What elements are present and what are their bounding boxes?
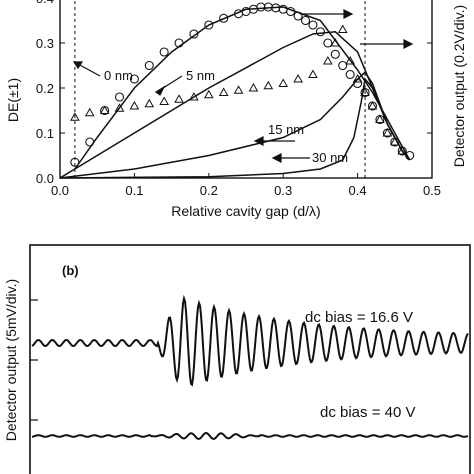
y-axis-title-left: DE(±1) bbox=[5, 78, 21, 122]
circle-point bbox=[338, 60, 348, 71]
label-0nm: 0 nm bbox=[104, 68, 133, 83]
circle-point bbox=[129, 74, 139, 84]
circle-point bbox=[70, 157, 80, 167]
y-axis-title-right: Detector output (0.2V/div.) bbox=[451, 5, 467, 167]
triangle-point bbox=[114, 103, 125, 112]
triangle-point bbox=[263, 80, 274, 90]
curve-15nm bbox=[59, 71, 411, 179]
triangle-point bbox=[144, 98, 155, 108]
triangle-point bbox=[382, 127, 393, 137]
curve-5nm bbox=[59, 31, 411, 179]
label-30nm: 30 nm bbox=[312, 150, 348, 165]
triangle-point bbox=[159, 96, 170, 105]
triangle-point bbox=[367, 100, 378, 110]
circle-point bbox=[308, 20, 318, 30]
label-5nm: 5 nm bbox=[186, 68, 215, 83]
theory-curves bbox=[59, 6, 411, 179]
circle-point bbox=[330, 49, 340, 59]
triangle-point bbox=[129, 100, 140, 110]
curve-30nm bbox=[59, 77, 411, 179]
triangle-point bbox=[337, 24, 348, 33]
annotation-arrows bbox=[72, 9, 414, 163]
x-tick-label: 0.0 bbox=[51, 183, 69, 198]
x-tick-label: 0.3 bbox=[274, 183, 292, 198]
triangle-point bbox=[389, 136, 400, 146]
circle-point bbox=[293, 11, 303, 21]
circle-point bbox=[219, 13, 229, 23]
circle-point bbox=[85, 137, 95, 147]
triangle-point bbox=[308, 69, 318, 78]
circle-point bbox=[353, 78, 363, 89]
label-bias-16.6v: dc bias = 16.6 V bbox=[305, 309, 413, 326]
triangle-point bbox=[174, 94, 184, 103]
triangle-point bbox=[293, 73, 303, 83]
x-tick-label: 0.1 bbox=[125, 183, 143, 198]
x-tick-label: 0.2 bbox=[200, 183, 218, 198]
panel-a-plot-frame bbox=[59, 0, 433, 179]
panel-b-ticks bbox=[30, 299, 38, 421]
circle-point bbox=[315, 27, 325, 37]
triangle-point bbox=[345, 55, 356, 65]
triangle-point bbox=[218, 87, 229, 96]
circle-point bbox=[204, 20, 214, 30]
circle-point bbox=[323, 38, 333, 48]
trace-dc-bias-16.6v bbox=[31, 294, 469, 387]
triangle-point bbox=[397, 145, 408, 155]
triangle-point bbox=[70, 112, 80, 121]
circle-point bbox=[256, 2, 266, 12]
triangle-point bbox=[360, 87, 370, 96]
x-tick-label: 0.5 bbox=[423, 183, 441, 198]
circle-markers bbox=[70, 2, 415, 167]
x-axis-title: Relative cavity gap (d/λ) bbox=[171, 203, 320, 219]
triangle-point bbox=[248, 82, 259, 92]
triangle-point bbox=[233, 85, 244, 94]
panel-b-y-axis-title: Detector output (5mV/div.) bbox=[3, 279, 19, 441]
label-bias-40v: dc bias = 40 V bbox=[320, 404, 415, 421]
circle-point bbox=[300, 15, 311, 26]
triangle-point bbox=[352, 73, 363, 83]
y-tick-label: 0.0 bbox=[36, 171, 54, 186]
circle-point bbox=[159, 47, 169, 57]
axis-ticks: 0.0 0.1 0.2 0.3 0.4 0.5 0.0 0.1 0.2 0.3 0.4 bbox=[36, 0, 441, 198]
y-tick-label: 0.3 bbox=[36, 36, 54, 51]
triangle-point bbox=[84, 107, 95, 117]
triangle-point bbox=[375, 114, 385, 123]
triangle-point bbox=[278, 78, 289, 87]
triangle-point bbox=[322, 55, 333, 65]
panel-b: (b) Detector output (5mV/div.) dc bias =… bbox=[3, 244, 471, 474]
panel-b-plot-frame bbox=[29, 244, 471, 474]
triangle-point bbox=[189, 91, 199, 101]
circle-point bbox=[405, 150, 415, 161]
y-tick-label: 0.4 bbox=[36, 0, 54, 6]
circle-point bbox=[189, 29, 199, 39]
circle-point bbox=[345, 69, 355, 80]
circle-point bbox=[286, 6, 296, 17]
circle-point bbox=[144, 60, 154, 71]
panel-b-label: (b) bbox=[62, 263, 79, 278]
curve-0nm bbox=[74, 6, 411, 170]
trace-dc-bias-40v bbox=[31, 431, 469, 440]
x-tick-label: 0.4 bbox=[349, 183, 367, 198]
circle-point bbox=[174, 38, 184, 48]
triangle-markers bbox=[70, 24, 408, 155]
y-tick-label: 0.1 bbox=[36, 126, 54, 141]
triangle-point bbox=[99, 105, 110, 114]
label-15nm: 15 nm bbox=[268, 122, 304, 137]
y-tick-label: 0.2 bbox=[36, 81, 54, 96]
triangle-point bbox=[203, 89, 214, 99]
circle-point bbox=[114, 92, 125, 102]
panel-a: 0.0 0.1 0.2 0.3 0.4 0.5 0.0 0.1 0.2 0.3 0.4 0 nm 5… bbox=[5, 0, 467, 219]
triangle-point bbox=[330, 37, 341, 47]
